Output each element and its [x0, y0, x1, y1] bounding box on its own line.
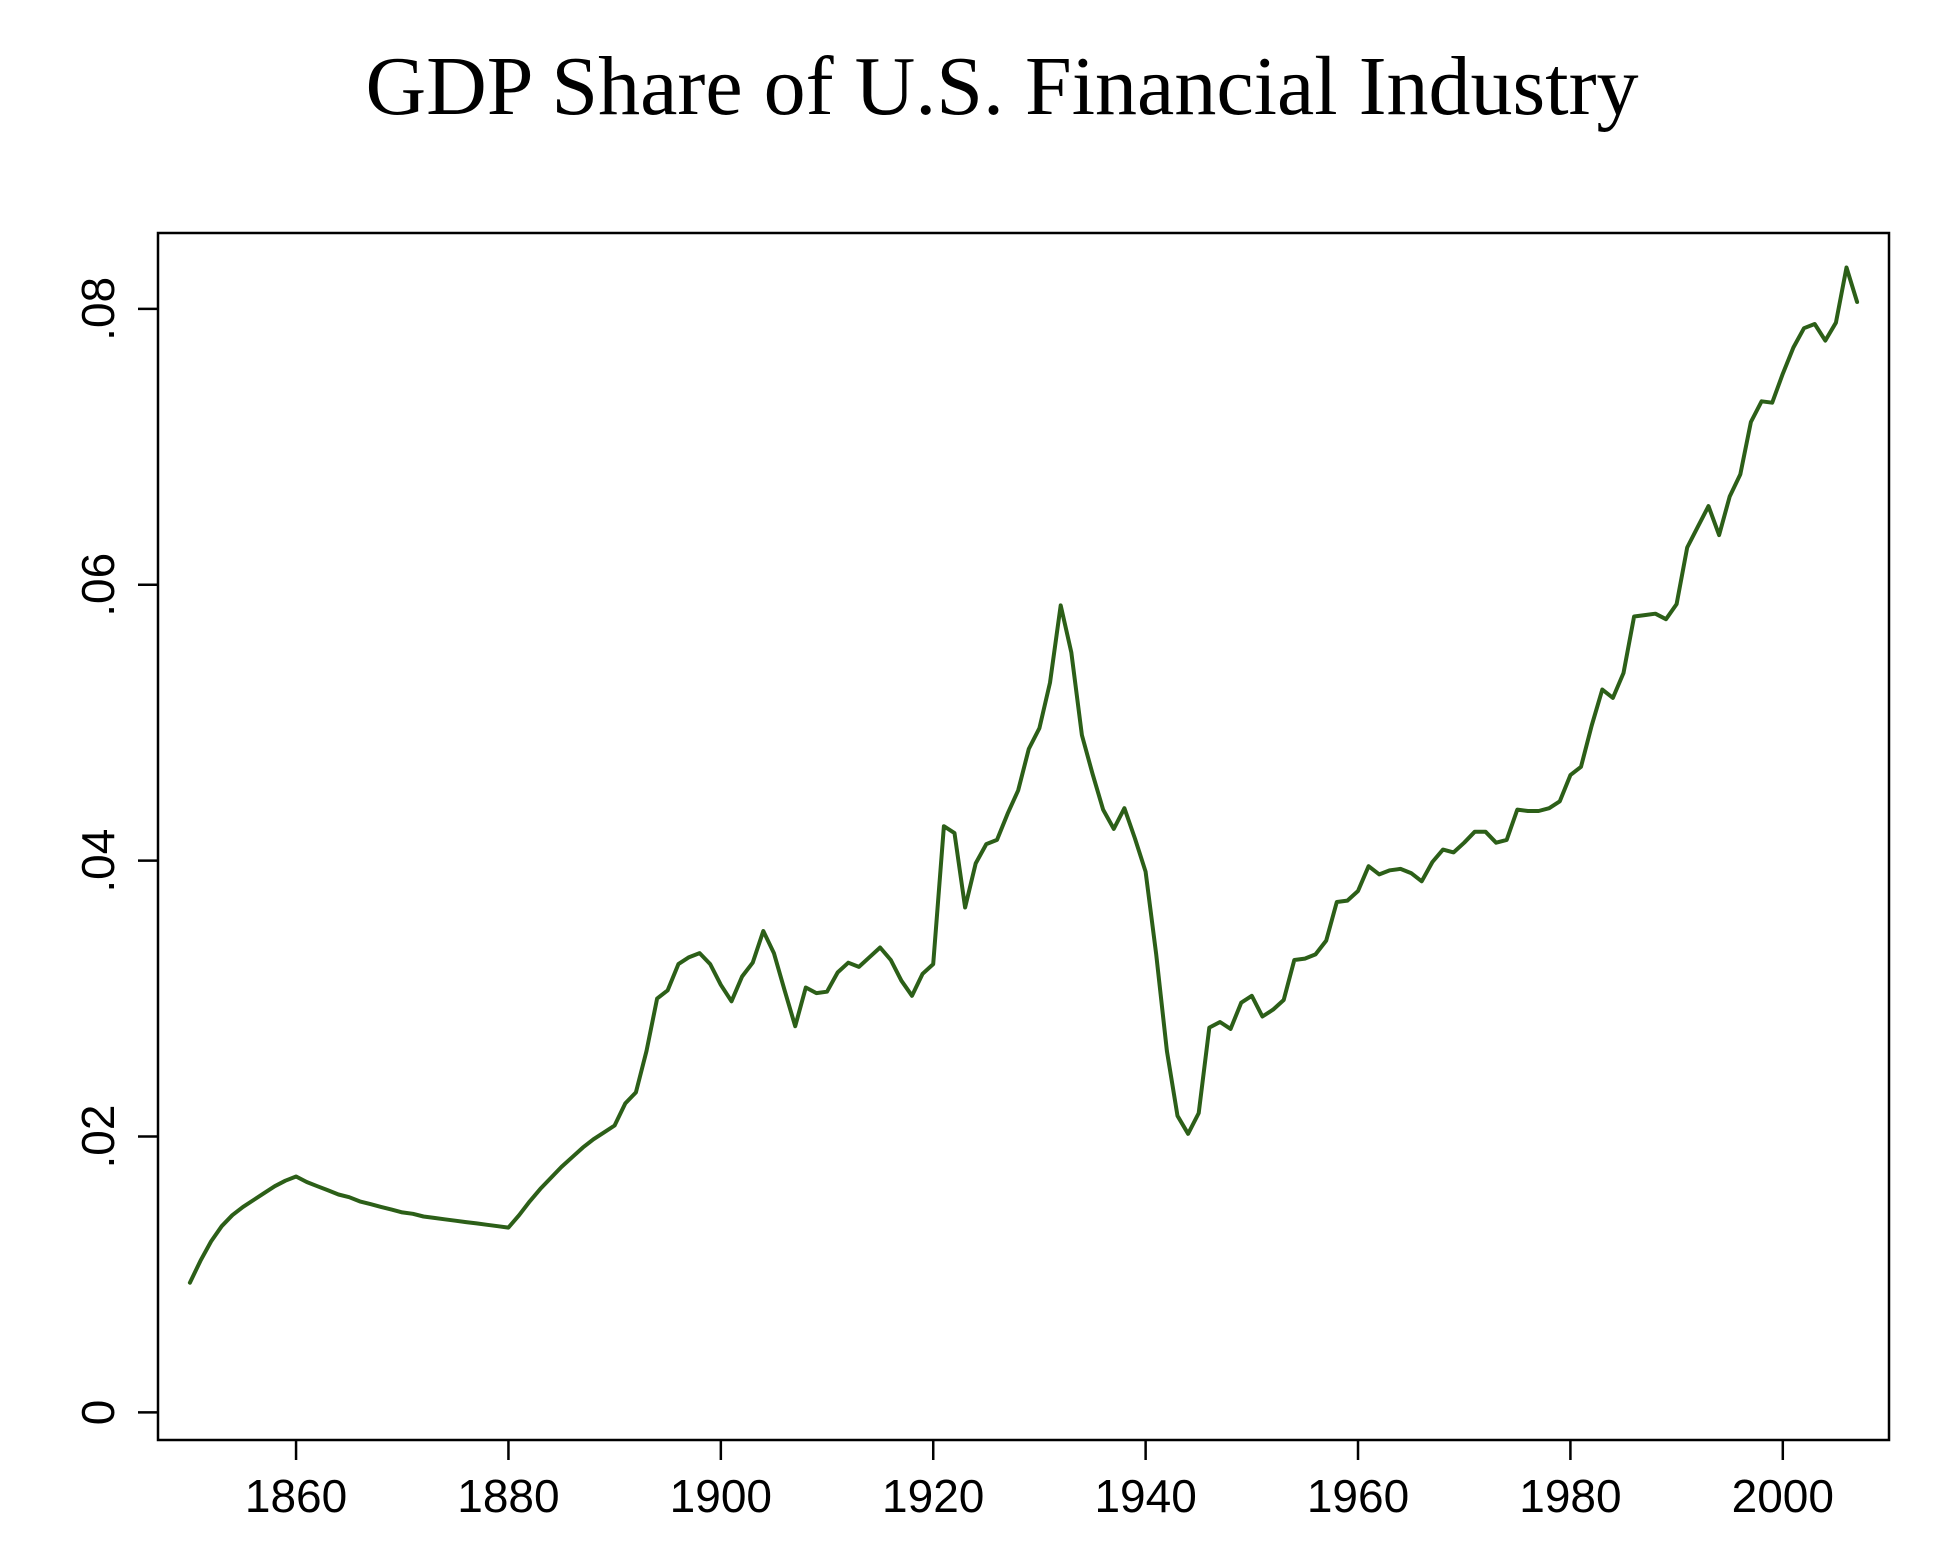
x-tick-label: 1940 — [1094, 1470, 1196, 1522]
y-tick-label: .02 — [72, 1105, 124, 1169]
x-tick-label: 1920 — [882, 1470, 984, 1522]
y-tick-label: .04 — [72, 829, 124, 893]
y-tick-label: 0 — [72, 1400, 124, 1426]
x-tick-label: 1860 — [245, 1470, 347, 1522]
x-axis: 1860 1880 1900 1920 1940 1960 1980 2000 — [245, 1440, 1834, 1522]
x-tick-label: 1900 — [670, 1470, 772, 1522]
y-axis: 0 .02 .04 .06 .08 — [72, 277, 158, 1425]
x-tick-label: 1960 — [1307, 1470, 1409, 1522]
y-tick-label: .06 — [72, 553, 124, 617]
series-line — [187, 265, 1860, 1285]
x-tick-label: 1880 — [457, 1470, 559, 1522]
x-tick-label: 2000 — [1732, 1470, 1834, 1522]
x-tick-label: 1980 — [1519, 1470, 1621, 1522]
y-tick-label: .08 — [72, 277, 124, 341]
chart-title: GDP Share of U.S. Financial Industry — [365, 40, 1638, 133]
plot-frame — [156, 231, 1891, 1442]
